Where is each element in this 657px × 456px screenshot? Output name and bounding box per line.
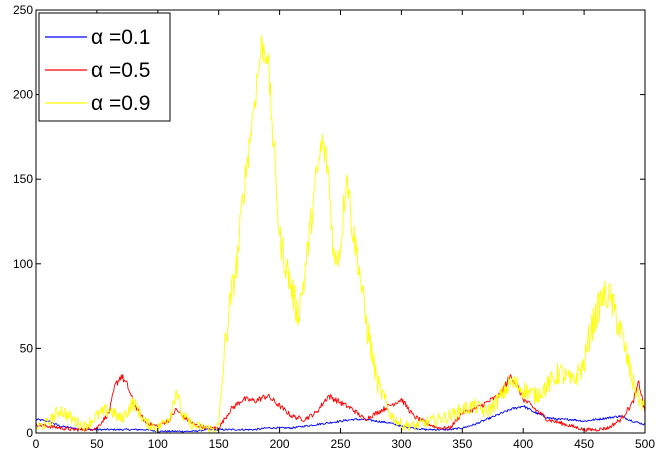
axis-ticks: 0 50 100 150 200 250 300 350 400 450 500 0 50 100 150 2…: [13, 3, 655, 451]
x-tick-label: 350: [452, 437, 472, 451]
y-tick-label: 50: [20, 341, 34, 355]
legend-label: α =0.9: [91, 92, 150, 115]
y-tick-label: 250: [13, 3, 33, 17]
legend-label: α =0.5: [91, 59, 150, 82]
y-tick-label: 100: [13, 257, 33, 271]
series-line-3: [35, 35, 646, 434]
series-line-2: [35, 374, 646, 432]
x-tick-label: 300: [391, 437, 411, 451]
x-tick-label: 150: [209, 437, 229, 451]
legend: α =0.1 α =0.5 α =0.9: [38, 12, 171, 122]
x-tick-label: 200: [270, 437, 290, 451]
series-line-1: [35, 405, 646, 433]
series-layer: [35, 35, 646, 434]
legend-label: α =0.1: [91, 26, 150, 49]
x-tick-label: 0: [33, 437, 40, 451]
x-tick-label: 400: [513, 437, 533, 451]
y-tick-label: 200: [13, 88, 33, 102]
y-tick-label: 0: [26, 426, 33, 440]
x-tick-label: 50: [90, 437, 104, 451]
x-tick-label: 450: [574, 437, 594, 451]
x-tick-label: 100: [148, 437, 168, 451]
y-tick-label: 150: [13, 172, 33, 186]
x-tick-label: 250: [330, 437, 350, 451]
x-tick-label: 500: [635, 437, 655, 451]
